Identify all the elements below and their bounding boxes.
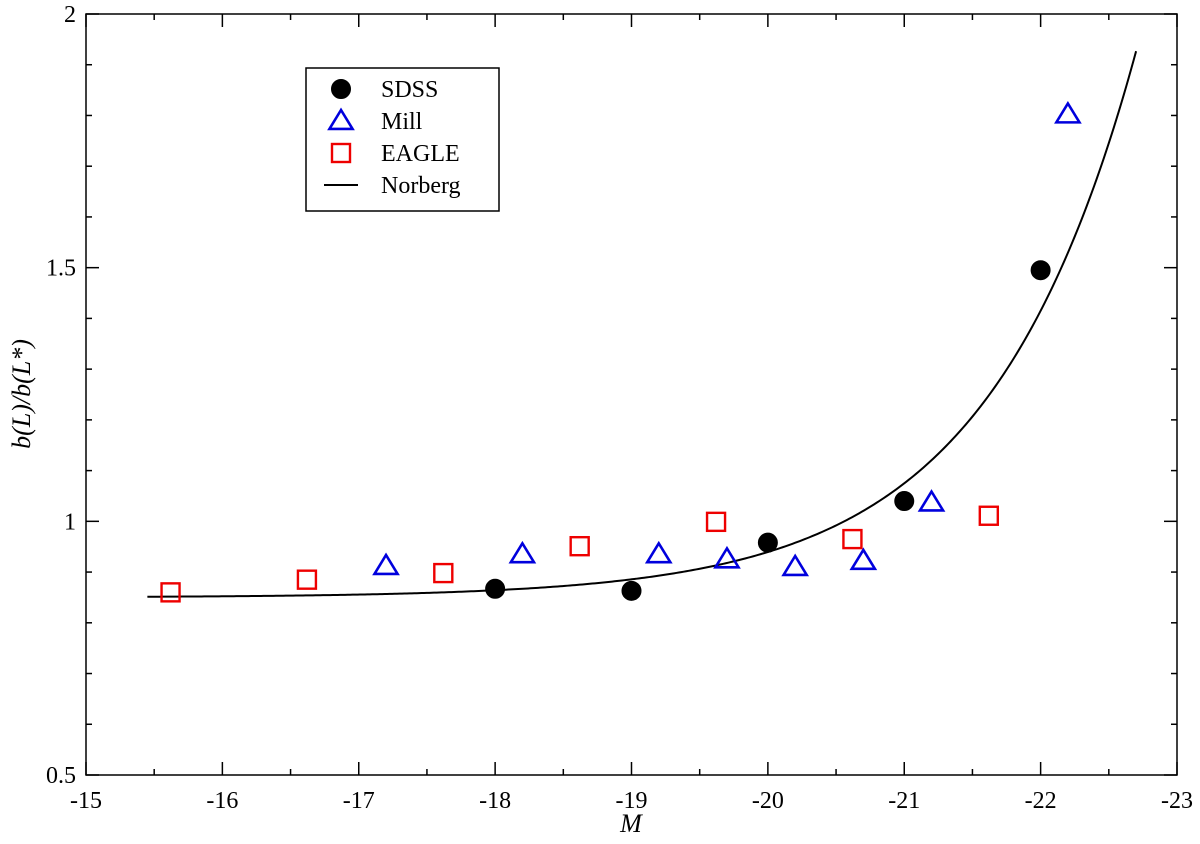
- mill-point: [508, 540, 537, 564]
- x-tick-label: -21: [888, 788, 920, 814]
- y-axis-title: b(L)/b(L*): [7, 339, 36, 449]
- x-axis-title: M: [619, 809, 643, 838]
- x-tick-label: -20: [752, 788, 784, 814]
- sdss-point: [1030, 260, 1051, 281]
- x-tick-label: -17: [343, 788, 375, 814]
- sdss-point: [894, 491, 915, 512]
- legend-label: Norberg: [381, 173, 461, 199]
- x-tick-label: -22: [1025, 788, 1057, 814]
- legend-label: SDSS: [381, 77, 438, 103]
- x-tick-label: -19: [616, 788, 648, 814]
- legend-label: Mill: [381, 109, 423, 135]
- y-tick-label: 1: [64, 509, 76, 535]
- eagle-point: [705, 511, 727, 533]
- y-tick-label: 0.5: [46, 763, 76, 789]
- legend: SDSS Mill EAGLE Norberg: [305, 67, 500, 212]
- legend-label: EAGLE: [381, 141, 460, 167]
- mill-point: [713, 545, 741, 569]
- eagle-point: [296, 569, 318, 590]
- plot-area: [85, 13, 1178, 776]
- data-markers: [160, 100, 1082, 603]
- y-tick-label: 1.5: [46, 256, 76, 282]
- mill-point: [849, 547, 878, 571]
- eagle-point: [842, 528, 863, 550]
- mill-point: [1054, 100, 1082, 124]
- sdss-point: [757, 532, 778, 553]
- x-tick-label: -16: [206, 788, 238, 814]
- norberg-line: [147, 50, 1138, 598]
- legend-marker: [327, 107, 355, 131]
- plot-frame: [85, 13, 1178, 776]
- legend-marker: [330, 142, 352, 164]
- y-tick-label: 2: [64, 2, 76, 28]
- x-tick-label: -15: [70, 788, 102, 814]
- legend-item-sdss: SDSS: [331, 77, 438, 103]
- mill-point: [917, 489, 946, 512]
- norberg-curve-group: [147, 50, 1138, 598]
- axis-ticks: -15 -16 -17 -18 -19 -20 -21 -22 -23 0.5 1 1.5 2: [46, 2, 1193, 814]
- legend-item-eagle: EAGLE: [330, 141, 460, 167]
- eagle-point: [978, 505, 1000, 526]
- sdss-point: [485, 578, 506, 599]
- mill-point: [644, 540, 673, 564]
- legend-item-norberg: Norberg: [324, 173, 461, 199]
- eagle-point: [569, 535, 590, 557]
- eagle-point: [433, 562, 454, 584]
- legend-item-mill: Mill: [327, 107, 423, 135]
- sdss-point: [621, 580, 642, 601]
- x-tick-label: -23: [1161, 788, 1193, 814]
- x-tick-label: -18: [479, 788, 511, 814]
- mill-point: [372, 552, 400, 576]
- mill-point: [781, 553, 810, 577]
- legend-marker: [331, 79, 351, 99]
- eagle-point: [160, 582, 181, 603]
